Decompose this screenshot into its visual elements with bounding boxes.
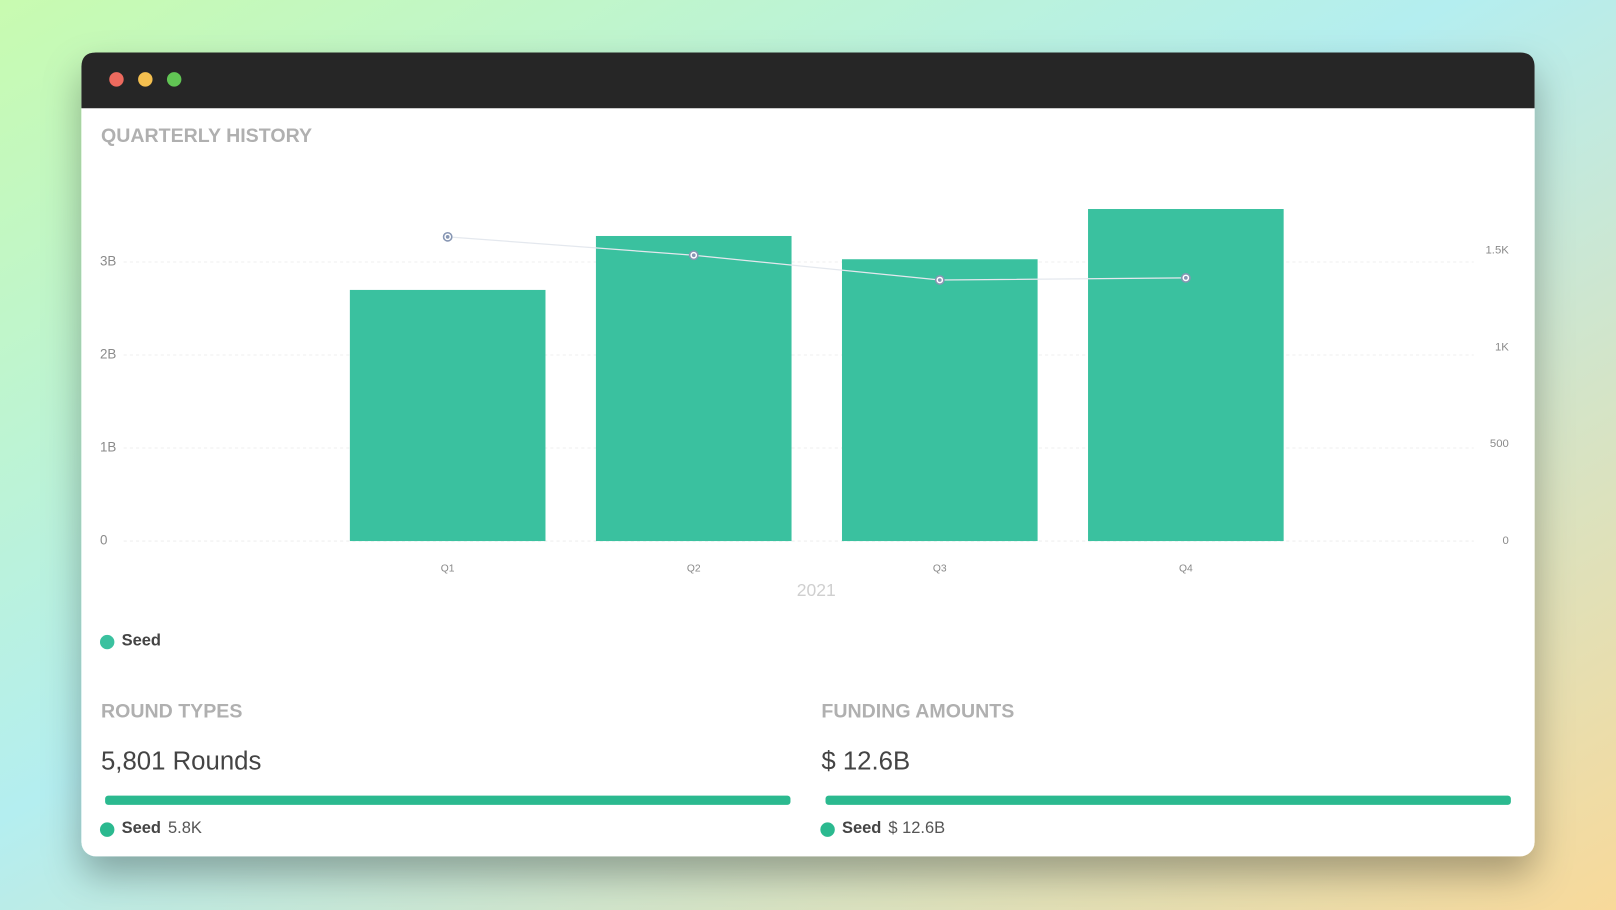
x-tick-label: Q4 bbox=[1179, 564, 1193, 575]
line-point-core bbox=[1183, 276, 1188, 280]
legend-swatch bbox=[99, 634, 115, 650]
y2-tick-label: 0 bbox=[1503, 535, 1509, 547]
close-button[interactable] bbox=[109, 72, 124, 87]
panel-summary: $ 12.6B bbox=[821, 747, 910, 775]
line-point-core bbox=[691, 253, 696, 258]
panel-title: FUNDING AMOUNTS bbox=[821, 700, 1014, 722]
y2-tick-label: 500 bbox=[1490, 438, 1509, 450]
legend-label: Seed bbox=[122, 631, 161, 649]
line bbox=[447, 236, 1186, 281]
x-axis-label: 2021 bbox=[797, 580, 836, 600]
maximize-button[interactable] bbox=[166, 72, 182, 87]
y-tick-label: 1B bbox=[100, 440, 116, 455]
line-point-core bbox=[937, 278, 942, 282]
y-tick-label: 0 bbox=[100, 533, 107, 548]
y2-tick-label: 1K bbox=[1495, 341, 1509, 353]
chart-title: QUARTERLY HISTORY bbox=[101, 125, 312, 147]
progress-bar bbox=[825, 795, 1511, 805]
y-tick-label: 3B bbox=[100, 254, 116, 269]
legend-label: Seed bbox=[122, 819, 161, 837]
title-bar bbox=[81, 52, 1535, 109]
window bbox=[81, 52, 1535, 857]
legend-label: Seed bbox=[842, 819, 881, 837]
x-tick-label: Q1 bbox=[441, 564, 455, 575]
bar bbox=[349, 289, 546, 542]
bar bbox=[841, 259, 1038, 542]
legend-value: 5.8K bbox=[168, 819, 202, 837]
legend-swatch bbox=[99, 822, 115, 837]
bar bbox=[595, 235, 792, 542]
x-tick-label: Q3 bbox=[933, 564, 947, 575]
minimize-button[interactable] bbox=[138, 72, 153, 87]
line-point-core bbox=[445, 234, 450, 239]
legend-value: $ 12.6B bbox=[888, 819, 945, 837]
bar bbox=[1088, 209, 1284, 542]
panel-summary: 5,801 Rounds bbox=[101, 747, 261, 775]
x-tick-label: Q2 bbox=[687, 564, 701, 575]
legend-swatch bbox=[820, 822, 835, 837]
panel-title: ROUND TYPES bbox=[101, 700, 242, 722]
progress-bar bbox=[105, 795, 791, 805]
y2-tick-label: 1.5K bbox=[1486, 244, 1510, 256]
y-tick-label: 2B bbox=[100, 347, 116, 362]
